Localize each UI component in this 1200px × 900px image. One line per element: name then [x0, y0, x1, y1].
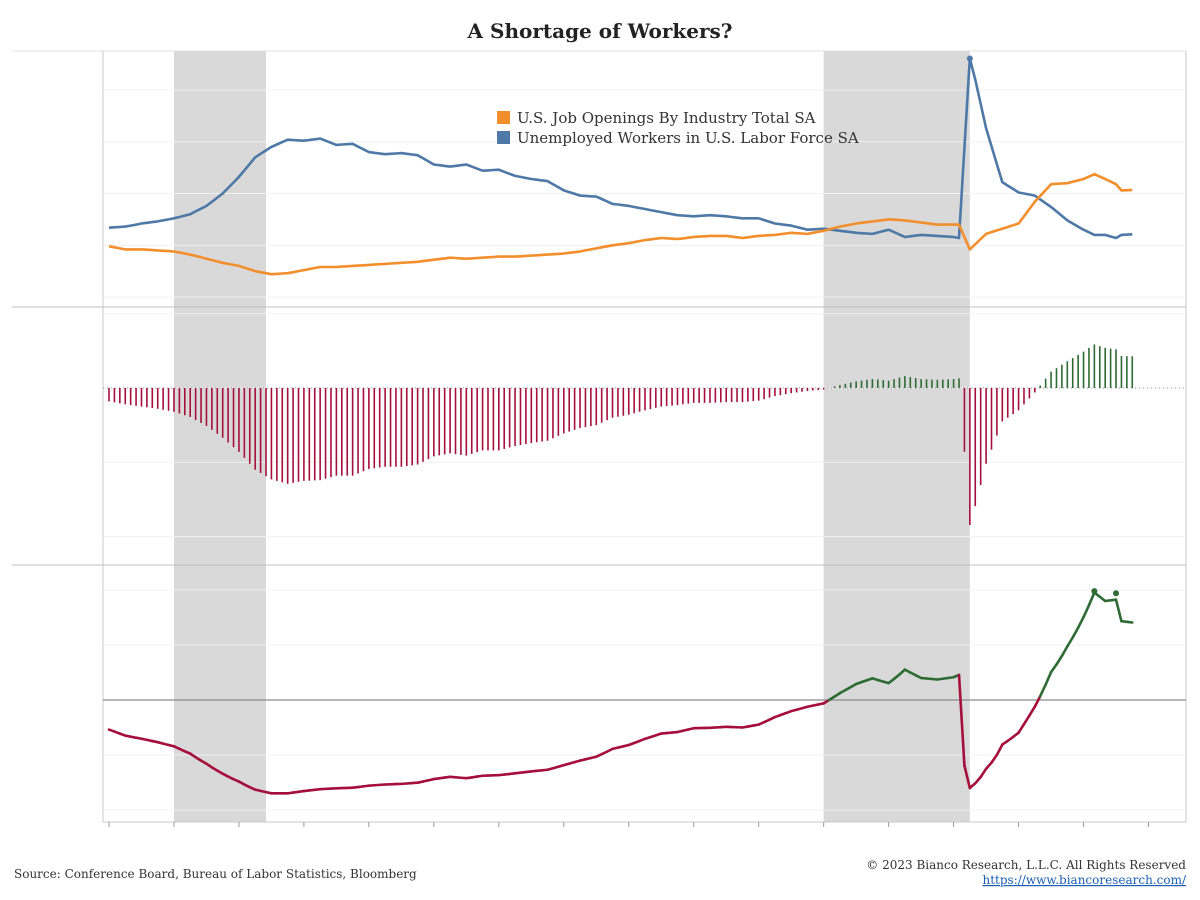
recession-band-1 — [173, 51, 267, 822]
ratio-segment — [1060, 645, 1069, 658]
panel-frames — [12, 50, 1187, 823]
panel-ratio — [103, 588, 1186, 795]
chart-title: A Shortage of Workers? — [467, 19, 733, 43]
legend-swatch-unemployed — [497, 131, 510, 144]
legend-label-openings: U.S. Job Openings By Industry Total SA — [517, 109, 816, 127]
legend: U.S. Job Openings By Industry Total SA U… — [497, 109, 859, 147]
ratio-segment — [957, 673, 966, 767]
ratio-segment — [1082, 604, 1091, 619]
footer-source: Source: Conference Board, Bureau of Labo… — [14, 867, 417, 881]
legend-swatch-openings — [497, 111, 510, 124]
series-line-job-openings — [108, 172, 1133, 276]
footer-link[interactable]: https://www.biancoresearch.com/ — [982, 873, 1186, 887]
peak-marker-mar22 — [1091, 588, 1098, 595]
peak-marker-jul22 — [1113, 590, 1120, 597]
ratio-segment — [1125, 620, 1134, 624]
ratio-segment — [1028, 705, 1037, 717]
ratio-segment — [1055, 654, 1064, 666]
ratio-segment — [1022, 714, 1031, 726]
ratio-segment — [1038, 683, 1047, 698]
ratio-segment — [1033, 694, 1042, 709]
ratio-segment — [979, 767, 988, 779]
ratio-segment — [973, 775, 982, 785]
ratio-segment — [995, 743, 1004, 757]
ratio-segment — [1044, 670, 1053, 686]
peak-marker-unemployed — [966, 55, 973, 62]
ratio-segment — [1071, 626, 1080, 639]
ratio-segment — [990, 753, 999, 764]
x-axis — [108, 822, 1150, 827]
series-line-unemployed — [108, 57, 1133, 240]
ratio-segment — [1087, 591, 1096, 607]
panel-totals — [108, 55, 1133, 276]
ratio-segment — [1065, 636, 1075, 648]
ratio-segment — [984, 761, 993, 771]
recession-shading — [173, 51, 970, 822]
ratio-segment — [1049, 663, 1058, 674]
ratio-segment — [1114, 598, 1123, 623]
ratio-segment — [1017, 722, 1026, 734]
ratio-segment — [1076, 615, 1085, 630]
legend-label-unemployed: Unemployed Workers in U.S. Labor Force S… — [517, 129, 859, 147]
recession-band-2 — [823, 51, 970, 822]
panel-gap — [103, 344, 1186, 526]
ratio-segment — [963, 764, 972, 790]
footer-copyright: © 2023 Bianco Research, L.L.C. All Right… — [866, 858, 1186, 872]
